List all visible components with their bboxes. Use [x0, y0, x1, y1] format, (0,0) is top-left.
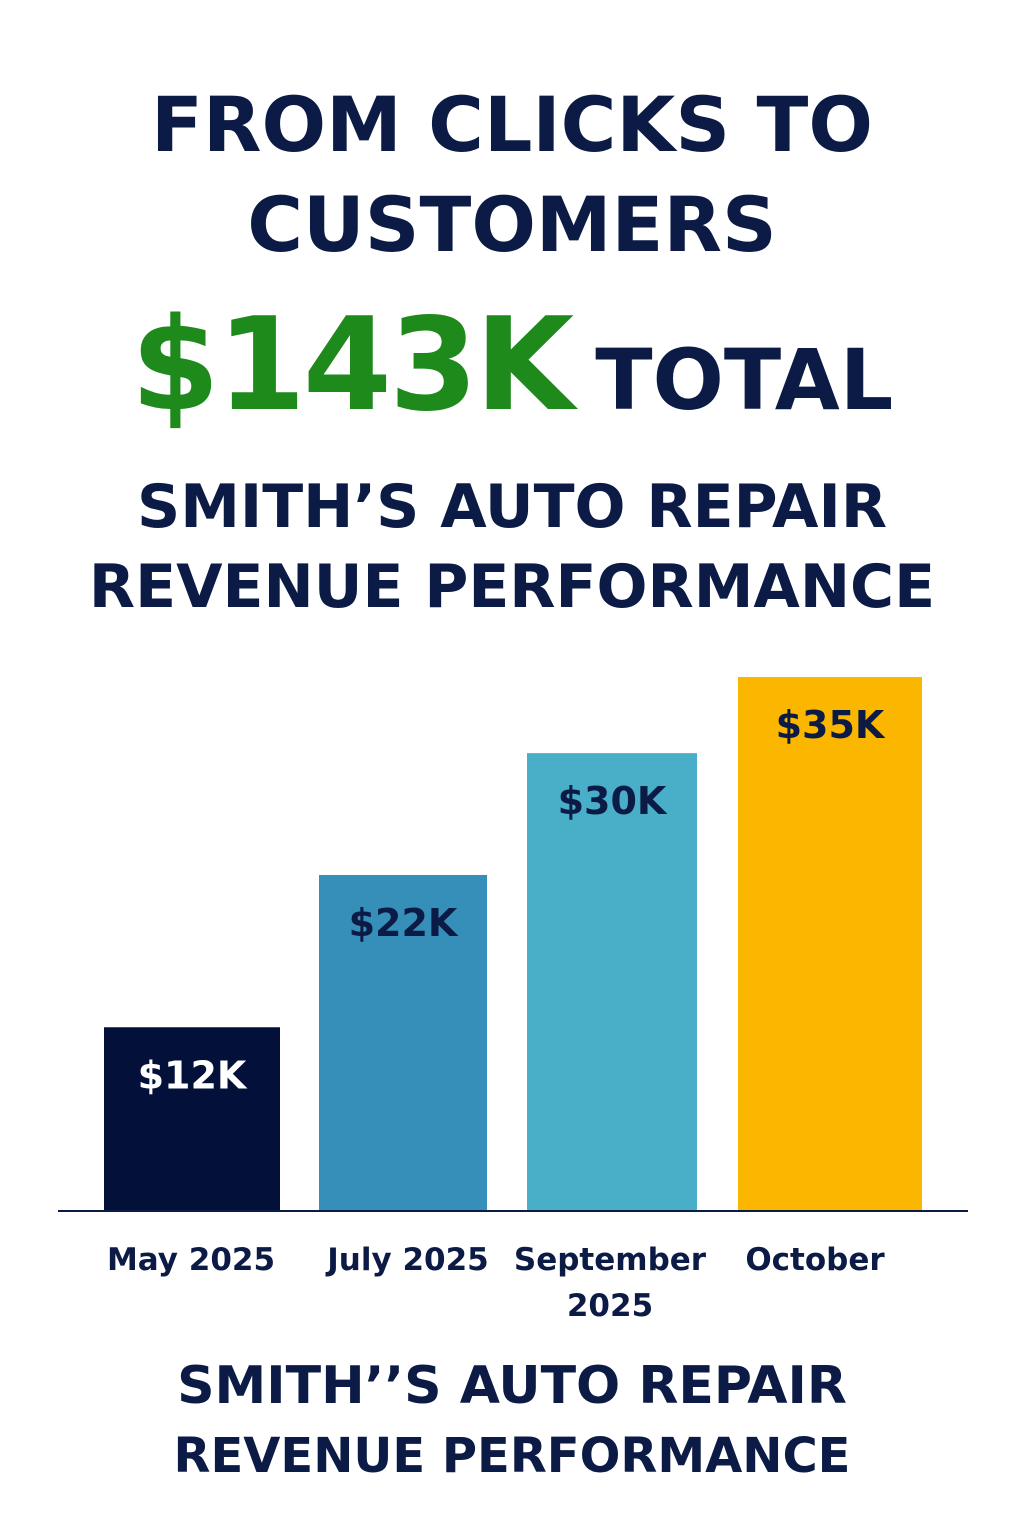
bar-2 [319, 874, 487, 1210]
headline-line-1: FROM CLICKS TO [151, 80, 873, 169]
bar-3 [527, 753, 697, 1210]
category-label-3-line-1: September [514, 1242, 707, 1278]
bar-value-label-2: $22K [349, 901, 459, 945]
subtitle-line-2: REVENUE PERFORMANCE [88, 552, 936, 622]
category-label-3-line-2: 2025 [567, 1288, 653, 1324]
total-amount: $143K [130, 291, 574, 440]
footer-line-1: SMITH’’S AUTO REPAIR [177, 1356, 847, 1416]
bar-value-label-1: $12K [138, 1053, 248, 1097]
bar-value-label-3: $30K [558, 779, 668, 823]
category-label-4: October [745, 1242, 885, 1278]
bar-1 [104, 1027, 280, 1210]
total-line: $143K TOTAL [0, 300, 1024, 432]
category-label-2: July 2025 [325, 1242, 489, 1278]
headline-line-2: CUSTOMERS [247, 180, 777, 269]
footer-line-2: REVENUE PERFORMANCE [173, 1428, 851, 1484]
total-word: TOTAL [595, 331, 894, 429]
subtitle-line-1: SMITH’S AUTO REPAIR [136, 472, 888, 542]
bar-value-label-4: $35K [776, 703, 886, 747]
category-label-1: May 2025 [107, 1242, 275, 1278]
bar-4 [738, 677, 922, 1210]
